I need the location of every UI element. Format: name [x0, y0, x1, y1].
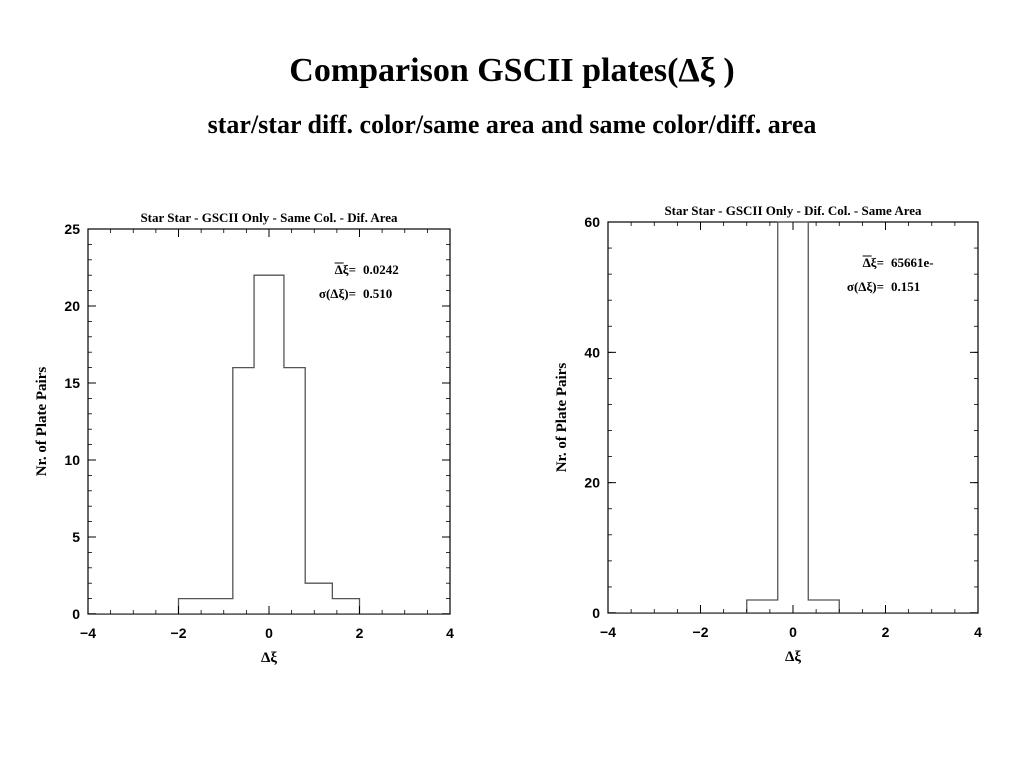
- y-tick-label: 20: [584, 475, 600, 491]
- sigma-value: 0.510: [363, 286, 392, 301]
- y-tick-label: 15: [64, 375, 80, 391]
- histogram-bin: [778, 222, 809, 613]
- slide-title: Comparison GSCII plates(Δξ ): [289, 52, 735, 89]
- x-tick-label: 2: [356, 625, 364, 641]
- panel-title: Star Star - GSCII Only - Dif. Col. - Sam…: [664, 203, 922, 218]
- histogram-bin: [808, 600, 839, 613]
- histogram-outline: [177, 274, 361, 614]
- mean-label: Δξ=: [863, 255, 884, 270]
- y-tick-label: 0: [592, 605, 600, 621]
- x-axis-label: Δξ: [261, 650, 277, 666]
- mean-value: 65661e-: [891, 255, 934, 270]
- x-tick-label: −4: [80, 625, 96, 641]
- y-tick-label: 60: [584, 214, 600, 230]
- histogram-bin: [747, 600, 778, 613]
- mean-label: Δξ=: [335, 262, 356, 277]
- plot-frame: [607, 221, 979, 614]
- x-axis-label: Δξ: [785, 649, 801, 665]
- x-tick-label: 0: [265, 625, 273, 641]
- y-tick-label: 5: [72, 529, 80, 545]
- y-tick-label: 25: [64, 221, 80, 237]
- y-axis-label: Nr. of Plate Pairs: [34, 367, 50, 477]
- x-tick-label: 2: [882, 624, 890, 640]
- x-tick-label: −4: [600, 624, 616, 640]
- y-axis-label: Nr. of Plate Pairs: [554, 363, 570, 473]
- sigma-value: 0.151: [891, 279, 920, 294]
- mean-value: 0.0242: [363, 262, 399, 277]
- x-tick-label: −2: [693, 624, 709, 640]
- y-tick-label: 0: [72, 606, 80, 622]
- x-tick-label: −2: [171, 625, 187, 641]
- x-tick-label: 4: [974, 624, 982, 640]
- x-tick-label: 4: [446, 625, 454, 641]
- y-tick-label: 20: [64, 298, 80, 314]
- x-tick-label: 0: [789, 624, 797, 640]
- panel-title: Star Star - GSCII Only - Same Col. - Dif…: [140, 210, 398, 225]
- slide-subtitle: star/star diff. color/same area and same…: [207, 110, 817, 139]
- y-tick-label: 40: [584, 344, 600, 360]
- y-tick-label: 10: [64, 452, 80, 468]
- sigma-label: σ(Δξ)=: [319, 286, 356, 301]
- sigma-label: σ(Δξ)=: [847, 279, 884, 294]
- histogram-outline: [746, 221, 840, 613]
